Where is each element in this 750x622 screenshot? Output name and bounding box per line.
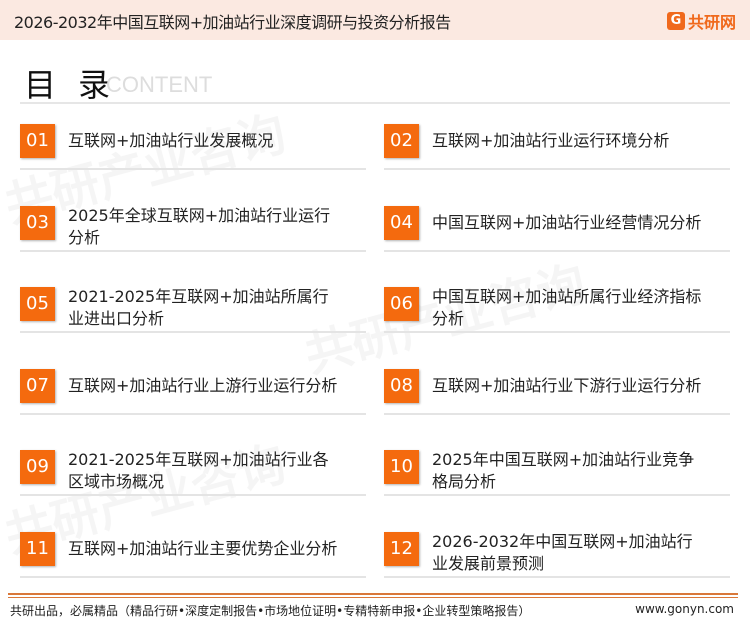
toc-item-03[interactable]: 03 2025年全球互联网+加油站行业运行分析: [20, 205, 366, 276]
item-divider: [20, 249, 366, 252]
item-divider: [20, 494, 366, 496]
footer-divider: [8, 593, 738, 595]
toc-item-12[interactable]: 12 2026-2032年中国互联网+加油站行业发展前景预测: [384, 531, 730, 602]
logo-text: 共研网: [687, 13, 736, 32]
item-label: 互联网+加油站行业运行环境分析: [432, 131, 670, 150]
item-number-badge: 07: [20, 368, 55, 403]
item-label: 互联网+加油站行业主要优势企业分析: [68, 538, 338, 558]
item-label: 2026-2032年中国互联网+加油站行业发展前景预测: [432, 531, 693, 573]
item-number-badge: 11: [20, 531, 55, 566]
item-label: 中国互联网+加油站所属行业经济指标分析: [432, 287, 702, 328]
toc-item-11[interactable]: 11 互联网+加油站行业主要优势企业分析: [20, 531, 366, 602]
item-divider: [384, 412, 730, 415]
toc-title: 目 录: [24, 66, 117, 104]
item-divider: [20, 168, 366, 170]
header: 2026-2032年中国互联网+加油站行业深度调研与投资分析报告 G 共研网: [0, 0, 750, 40]
item-label: 互联网+加油站行业发展概况: [68, 131, 274, 150]
toc-item-08[interactable]: 08 互联网+加油站行业下游行业运行分析: [384, 368, 730, 439]
toc-item-07[interactable]: 07 互联网+加油站行业上游行业运行分析: [20, 368, 366, 439]
item-number-badge: 12: [384, 531, 419, 566]
item-label: 2025年中国互联网+加油站行业竞争格局分析: [432, 450, 695, 491]
toc-item-02[interactable]: 02 互联网+加油站行业运行环境分析: [384, 124, 730, 194]
item-divider: [384, 249, 730, 252]
footer-divider: [8, 597, 738, 598]
item-divider: [20, 575, 366, 578]
toc-item-04[interactable]: 04 中国互联网+加油站行业经营情况分析: [384, 205, 730, 276]
item-label: 中国互联网+加油站行业经营情况分析: [432, 212, 702, 232]
toc-item-09[interactable]: 09 2021-2025年互联网+加油站行业各区域市场概况: [20, 450, 366, 520]
item-divider: [384, 494, 730, 496]
toc-item-05[interactable]: 05 2021-2025年互联网+加油站所属行业进出口分析: [20, 287, 366, 357]
item-label: 互联网+加油站行业下游行业运行分析: [432, 375, 702, 395]
item-number-badge: 04: [384, 205, 419, 240]
item-number-badge: 09: [20, 450, 55, 484]
item-label: 2021-2025年互联网+加油站行业各区域市场概况: [68, 450, 329, 491]
item-number-badge: 06: [384, 287, 419, 321]
footer-slogan: 共研出品，必属精品（精品行研•深度定制报告•市场地位证明•专精特新申报•企业转型…: [10, 604, 531, 618]
logo: G 共研网: [666, 9, 736, 33]
toc-item-10[interactable]: 10 2025年中国互联网+加油站行业竞争格局分析: [384, 450, 730, 520]
item-divider: [384, 168, 730, 170]
item-number-badge: 02: [384, 124, 419, 158]
item-divider: [384, 575, 730, 578]
item-number-badge: 05: [20, 287, 55, 321]
item-divider: [20, 331, 366, 333]
item-divider: [384, 331, 730, 333]
item-number-badge: 01: [20, 124, 55, 158]
item-label: 互联网+加油站行业上游行业运行分析: [68, 375, 338, 395]
item-label: 2021-2025年互联网+加油站所属行业进出口分析: [68, 287, 329, 328]
item-number-badge: 03: [20, 205, 55, 240]
toc-item-01[interactable]: 01 互联网+加油站行业发展概况: [20, 124, 366, 194]
item-divider: [20, 412, 366, 415]
divider: [20, 102, 730, 104]
logo-icon: G: [666, 12, 685, 30]
item-number-badge: 10: [384, 450, 419, 484]
item-number-badge: 08: [384, 368, 419, 403]
footer-website[interactable]: www.gonyn.com: [635, 602, 734, 616]
item-label: 2025年全球互联网+加油站行业运行分析: [68, 205, 331, 247]
toc-subtitle: CONTENT: [106, 72, 213, 97]
toc-item-06[interactable]: 06 中国互联网+加油站所属行业经济指标分析: [384, 287, 730, 357]
report-title: 2026-2032年中国互联网+加油站行业深度调研与投资分析报告: [14, 13, 451, 32]
